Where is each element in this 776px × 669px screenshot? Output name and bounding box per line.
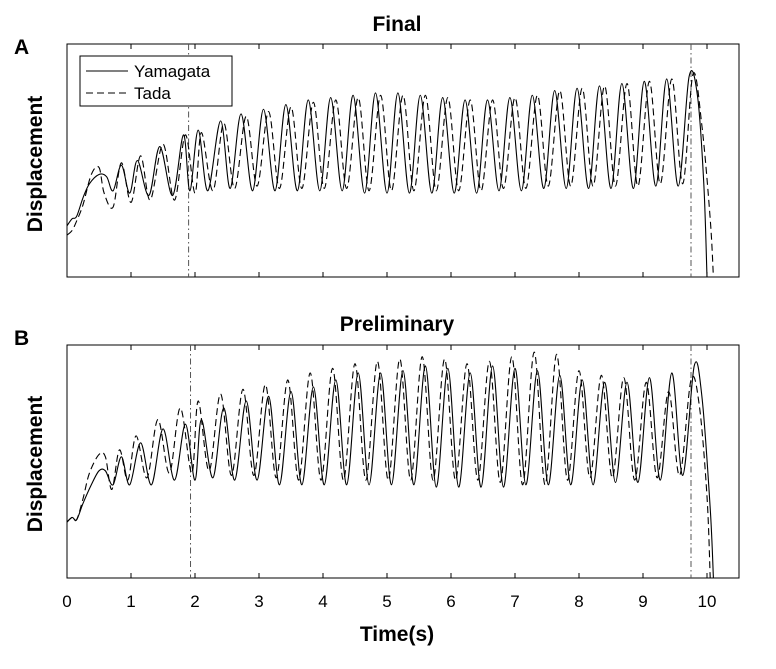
panel-b-ylabel: Displacement — [24, 396, 47, 533]
x-axis-label: Time(s) — [360, 623, 434, 646]
x-tick-label: 7 — [510, 592, 519, 611]
x-tick-label: 1 — [126, 592, 135, 611]
legend-label-yamagata: Yamagata — [134, 62, 211, 81]
panel-a-series-yamagata — [67, 70, 708, 277]
panel-b-axes-box — [66, 344, 740, 579]
x-tick-label: 8 — [574, 592, 583, 611]
panel-a-axes-box — [66, 43, 740, 278]
panel-a-plot-area — [66, 44, 714, 277]
legend: Yamagata Tada — [79, 55, 233, 107]
panel-b-series-tada — [67, 351, 711, 578]
x-tick-label: 5 — [382, 592, 391, 611]
x-axis-ticks: 0 1 2 3 4 5 6 7 8 9 10 — [62, 592, 716, 611]
x-tick-label: 3 — [254, 592, 263, 611]
x-tick-label: 10 — [698, 592, 717, 611]
x-tick-label: 4 — [318, 592, 327, 611]
x-tick-label: 9 — [638, 592, 647, 611]
panel-b: B Preliminary Displacement 0 1 2 3 4 5 6 7 8 9 10 … — [14, 313, 740, 646]
panel-a-ylabel: Displacement — [24, 96, 47, 233]
x-tick-label: 2 — [190, 592, 199, 611]
panel-a: A Final Displacement Yamagata Tada — [14, 13, 740, 278]
panel-b-title: Preliminary — [340, 313, 455, 336]
panel-b-plot-area — [66, 345, 714, 578]
panel-b-series-yamagata — [67, 361, 714, 578]
panel-b-letter: B — [14, 327, 29, 350]
panel-a-series-tada — [67, 72, 714, 277]
x-tick-label: 6 — [446, 592, 455, 611]
x-tick-label: 0 — [62, 592, 71, 611]
legend-label-tada: Tada — [134, 84, 171, 103]
panel-a-title: Final — [372, 13, 421, 36]
panel-a-letter: A — [14, 36, 29, 59]
legend-box — [79, 55, 233, 107]
